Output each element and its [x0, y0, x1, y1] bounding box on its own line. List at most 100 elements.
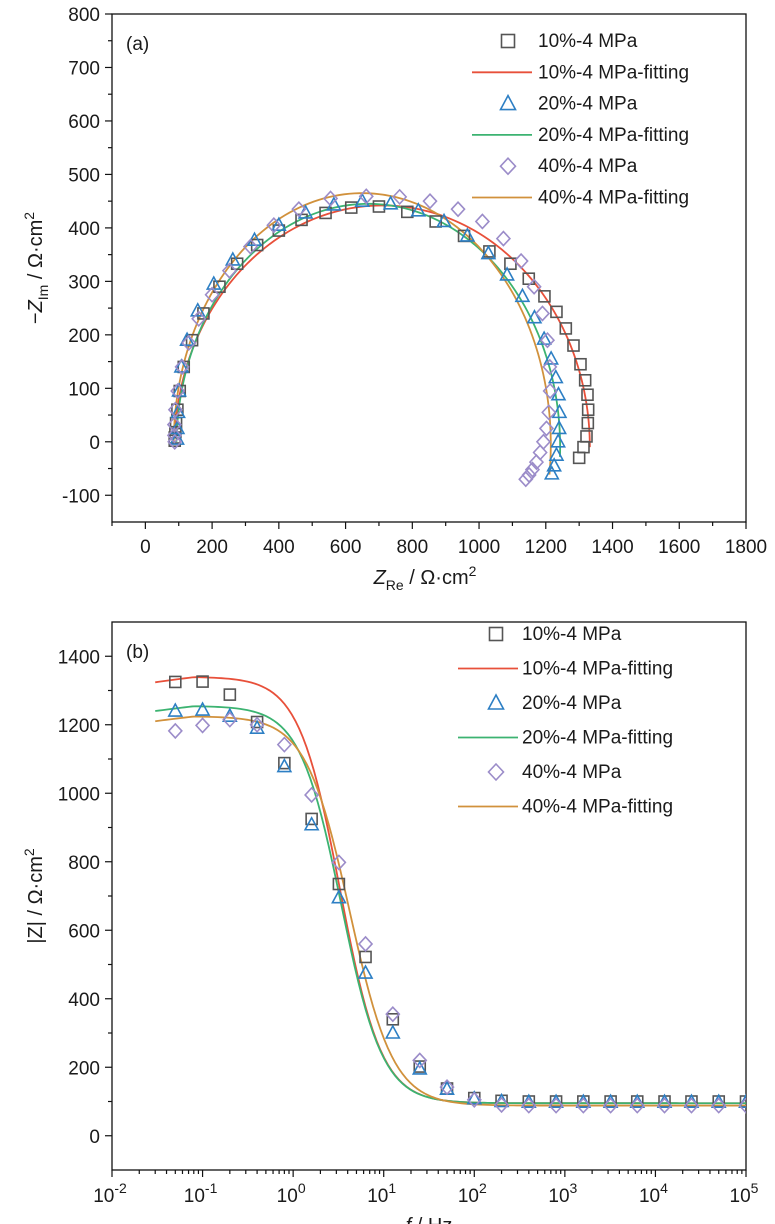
x-tick-label: 102: [458, 1180, 487, 1207]
data-point: [270, 216, 287, 232]
data-point: [429, 215, 442, 228]
data-point: [526, 309, 543, 324]
data-point: [521, 1097, 537, 1114]
legend-label: 40%-4 MPa-fitting: [538, 188, 689, 209]
x-tick-label: 1000: [458, 537, 500, 558]
data-point: [629, 1097, 645, 1114]
y-tick-label: 800: [68, 853, 100, 874]
data-point: [386, 1012, 400, 1026]
x-tick-label: 103: [548, 1180, 577, 1207]
y-tick-label: 600: [68, 112, 100, 133]
legend-label: 20%-4 MPa: [522, 693, 622, 714]
data-point: [169, 675, 182, 689]
data-point: [656, 1097, 673, 1114]
legend-label: 40%-4 MPa-fitting: [522, 797, 673, 818]
data-point: [535, 433, 552, 450]
data-point: [213, 280, 226, 294]
y-tick-label: -100: [62, 486, 100, 507]
data-point: [578, 373, 592, 387]
data-point: [547, 368, 564, 384]
data-point: [357, 964, 374, 979]
data-point: [518, 471, 534, 488]
legend-marker: [499, 157, 517, 176]
legend-label: 40%-4 MPa: [522, 762, 622, 783]
data-point: [580, 430, 593, 443]
data-point: [603, 1097, 619, 1114]
x-tick-label: 105: [730, 1180, 759, 1207]
plot-frame: [111, 13, 747, 523]
data-point: [422, 192, 438, 210]
data-point: [474, 213, 490, 230]
y-tick-label: 0: [89, 1127, 100, 1148]
x-tick-label: 1800: [725, 537, 767, 558]
legend-label: 20%-4 MPa-fitting: [538, 125, 689, 146]
legend-marker: [487, 693, 505, 710]
panel-label: (a): [126, 34, 149, 55]
data-point: [276, 736, 292, 753]
data-point: [204, 286, 220, 303]
data-point: [524, 461, 541, 478]
data-point: [548, 1097, 564, 1114]
data-point: [551, 419, 567, 435]
data-point: [572, 451, 586, 465]
y-tick-label: 500: [68, 165, 100, 186]
plot-frame: [111, 621, 747, 1171]
series-line: [175, 202, 562, 457]
y-tick-label: 1200: [58, 716, 100, 737]
y-tick-label: 300: [68, 272, 100, 293]
y-axis-title: |Z| / Ω·cm2: [21, 848, 47, 944]
plot-area: [166, 188, 595, 488]
legend-marker: [500, 33, 516, 49]
series-line: [174, 204, 591, 448]
data-point: [304, 786, 320, 804]
data-point: [499, 266, 515, 281]
data-point: [542, 382, 558, 400]
data-point: [331, 889, 347, 904]
data-point: [514, 287, 531, 303]
series-line: [155, 715, 746, 1107]
data-point: [221, 262, 238, 279]
y-tick-label: 100: [68, 379, 100, 400]
y-tick-label: 800: [68, 5, 100, 26]
data-point: [711, 1097, 727, 1114]
data-point: [194, 717, 211, 734]
data-point: [436, 212, 452, 228]
data-point: [581, 388, 594, 402]
data-point: [542, 358, 558, 376]
data-point: [221, 707, 238, 722]
data-point: [504, 257, 517, 271]
data-point: [546, 457, 562, 472]
y-tick-label: 1400: [58, 647, 100, 668]
y-axis-title: −ZIm / Ω·cm2: [21, 212, 51, 324]
x-tick-label: 800: [396, 537, 428, 558]
data-point: [354, 192, 371, 207]
data-point: [526, 278, 542, 295]
data-point: [521, 466, 537, 484]
data-point: [450, 201, 466, 218]
data-point: [344, 201, 358, 214]
data-point: [738, 1097, 746, 1114]
data-point: [683, 1097, 700, 1114]
data-point: [538, 290, 551, 303]
data-point: [483, 245, 496, 258]
y-tick-label: 400: [68, 990, 100, 1011]
data-point: [250, 715, 264, 729]
data-point: [326, 196, 342, 211]
data-point: [166, 427, 182, 444]
data-point: [459, 227, 476, 242]
data-point: [166, 416, 182, 433]
data-point: [466, 1090, 483, 1105]
data-point: [392, 188, 408, 206]
y-tick-label: 700: [68, 58, 100, 79]
x-tick-label: 1400: [591, 537, 633, 558]
data-point: [550, 433, 566, 448]
legend-marker: [488, 626, 504, 642]
x-tick-label: 10-1: [184, 1180, 218, 1207]
data-point: [543, 350, 559, 365]
data-point: [522, 272, 536, 285]
data-point: [191, 310, 207, 327]
data-point: [223, 688, 237, 701]
x-axis-title: f / Hz: [406, 1215, 453, 1224]
legend-label: 10%-4 MPa-fitting: [522, 659, 673, 680]
